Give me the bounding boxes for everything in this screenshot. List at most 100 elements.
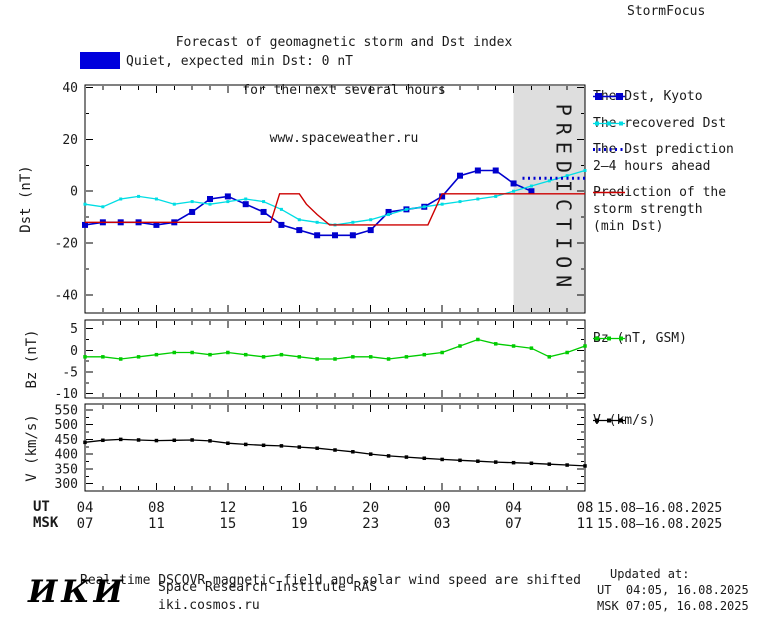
marker-recovered [190,200,194,204]
marker-kyoto [314,232,321,239]
plot-frame [84,84,586,314]
marker-recovered [315,220,319,224]
marker-recovered [583,169,587,172]
marker-v [315,446,319,450]
marker-recovered [387,213,391,217]
marker-bz [118,357,123,361]
marker-kyoto [367,227,374,234]
marker-bz [333,357,337,361]
marker-v [565,463,569,467]
bz-line-icon [593,336,625,341]
marker-bz [547,355,552,359]
legend-item-bz: Bz (nT, GSM) [593,330,687,347]
y-tick-label: 450 [55,433,78,448]
kyoto-line-icon [593,93,625,100]
y-tick-label: 0 [70,344,78,359]
msk-tick-label: 07 [505,516,522,532]
marker-v [136,438,141,442]
marker-v [422,456,427,461]
title-line-2: for the next several hours [242,83,446,98]
marker-bz [243,352,248,357]
marker-bz [529,346,534,350]
legend-label-storm: Prediction of the storm strength (min Ds… [593,184,726,235]
legend-item-kyoto: The Dst, Kyoto [593,88,703,105]
marker-recovered [154,197,158,201]
marker-v [333,448,337,452]
legend-item-prediction: The Dst prediction 2–4 hours ahead [593,141,734,175]
marker-kyoto [457,172,463,179]
y-tick-label: 40 [62,81,78,96]
marker-bz [297,355,302,359]
marker-bz [226,350,230,355]
y-tick-label: -20 [55,237,78,252]
marker-bz [368,355,373,359]
marker-v [190,438,194,442]
marker-kyoto [528,188,535,195]
marker-bz [476,337,480,342]
marker-recovered [297,218,301,222]
marker-kyoto [242,201,249,208]
marker-v [476,459,480,463]
msk-row-label: MSK [33,515,59,531]
marker-bz [493,342,498,346]
legend-item-storm: Prediction of the storm strength (min Ds… [593,184,726,235]
updated-at-label: Updated at: [610,567,690,581]
marker-kyoto [189,208,196,215]
bz-axis-label: Bz (nT) [24,329,40,388]
marker-recovered [512,189,516,193]
marker-recovered [440,202,444,206]
marker-recovered [119,197,123,201]
legend-label-bz: Bz (nT, GSM) [593,331,687,346]
brand-stormfocus: StormFocus [627,4,706,19]
marker-bz [208,352,212,357]
msk-tick-label: 15 [219,516,236,532]
marker-bz [101,355,105,359]
quiet-status-label: Quiet, expected min Dst: 0 nT [126,54,353,69]
legend-item-v: V (km/s) [593,412,656,429]
marker-bz [458,344,462,348]
marker-v [154,438,159,443]
recovered-line-icon [593,121,625,126]
marker-bz [261,355,266,359]
ut-row-label: UT [33,499,50,515]
ut-tick-label: 04 [505,500,522,516]
legend-label-prediction: The Dst prediction 2–4 hours ahead [593,141,734,175]
marker-v [261,443,266,448]
marker-bz [83,355,87,359]
y-tick-label: 20 [62,133,78,148]
marker-bz [422,352,427,357]
ut-daterange: 15.08–16.08.2025 [597,501,723,516]
marker-recovered [101,205,105,209]
dotted-prediction-line-icon [593,148,625,151]
marker-v [511,460,516,465]
marker-bz [172,350,177,355]
updated-msk: MSK 07:05, 16.08.2025 [597,599,749,613]
y-tick-label: 550 [55,403,78,418]
marker-kyoto [510,180,517,187]
marker-recovered [262,200,266,204]
marker-kyoto [82,221,88,228]
title-line-3-site: www.spaceweather.ru [269,131,419,146]
v-axis-label: V (km/s) [24,414,40,481]
marker-recovered [422,205,426,209]
series-v [84,438,586,467]
marker-kyoto [260,208,267,215]
marker-v [386,454,391,458]
marker-kyoto [474,167,481,174]
updated-ut: UT 04:05, 16.08.2025 [597,583,749,597]
page-title: Forecast of geomagnetic storm and Dst in… [80,3,608,179]
ut-tick-label: 20 [362,500,379,516]
msk-tick-label: 11 [148,516,165,532]
marker-kyoto [439,193,446,200]
marker-bz [511,344,516,348]
marker-kyoto [385,208,392,215]
marker-v [172,438,177,443]
institute-name: Space Research Institute RAS [158,580,378,595]
y-tick-label: -40 [55,288,78,303]
ut-tick-label: 08 [148,500,165,516]
marker-bz [279,352,284,357]
marker-v [368,452,373,456]
series-bz [85,338,586,360]
marker-recovered [547,179,551,183]
legend-item-recovered: The recovered Dst [593,115,726,132]
